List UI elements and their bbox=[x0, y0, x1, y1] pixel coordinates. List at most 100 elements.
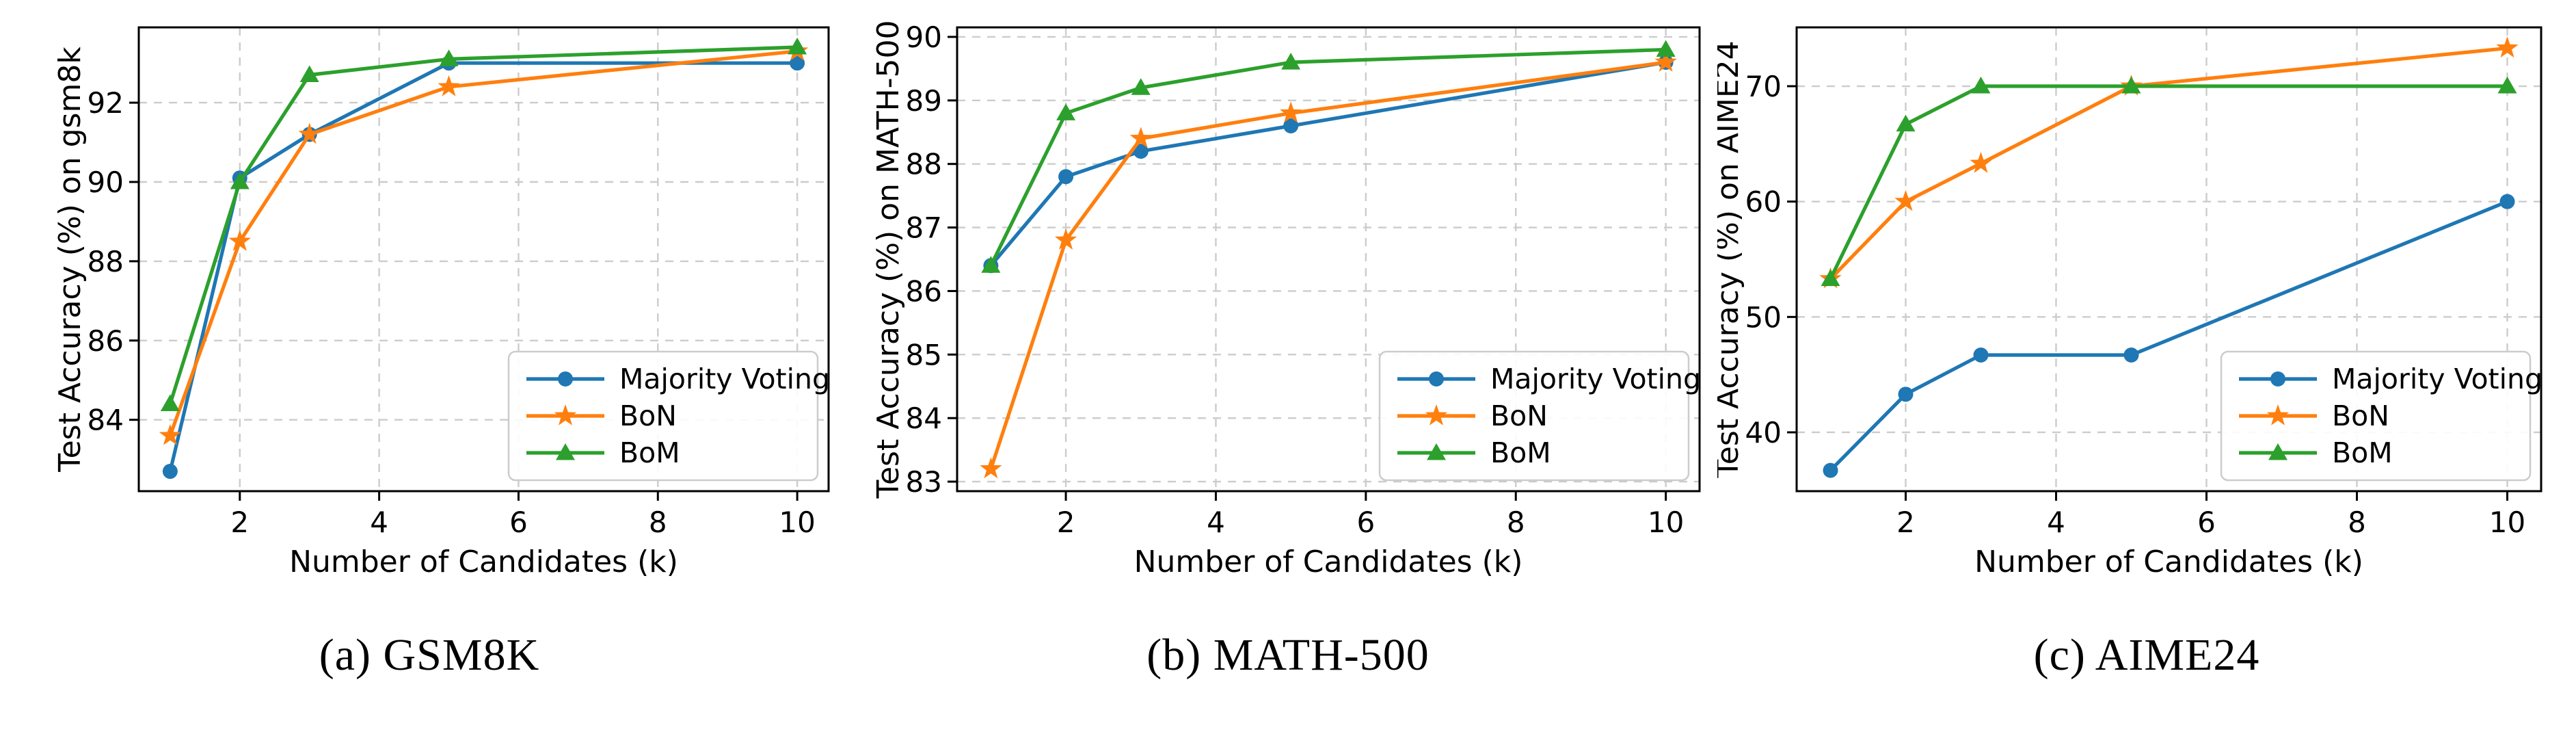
triangle-marker bbox=[556, 443, 575, 460]
legend-label: Majority Voting bbox=[2332, 363, 2543, 395]
y-tick-label: 84 bbox=[906, 402, 942, 435]
x-tick-label: 4 bbox=[1207, 506, 1225, 539]
series-bom bbox=[981, 40, 1676, 273]
y-tick-label: 60 bbox=[1745, 185, 1782, 219]
x-tick-label: 4 bbox=[2047, 506, 2065, 539]
star-marker bbox=[438, 75, 460, 96]
star-marker bbox=[1654, 51, 1677, 72]
legend-label: BoN bbox=[1490, 399, 1548, 432]
star-marker bbox=[1970, 152, 1992, 173]
triangle-marker bbox=[439, 49, 459, 66]
circle-marker bbox=[1133, 144, 1149, 159]
legend-label: BoM bbox=[2332, 436, 2393, 469]
tick-marks bbox=[129, 101, 799, 501]
legend-box bbox=[2220, 350, 2532, 482]
triangle-marker bbox=[2121, 77, 2141, 94]
x-tick-label: 8 bbox=[1507, 506, 1525, 539]
legend-label: Majority Voting bbox=[1490, 363, 1701, 395]
y-tick-label: 92 bbox=[88, 86, 124, 120]
circle-marker bbox=[1283, 118, 1299, 133]
star-marker bbox=[2266, 404, 2290, 425]
y-tick-label: 89 bbox=[906, 84, 942, 118]
y-tick-label: 70 bbox=[1745, 70, 1782, 103]
y-tick-label: 88 bbox=[88, 245, 124, 278]
legend-label: BoM bbox=[1490, 436, 1551, 469]
chart-aime24: 2 4 6 8 10 40 50 60 70 Number of Candidates (k) Te… bbox=[1717, 26, 2543, 579]
x-tick-label: 8 bbox=[649, 506, 667, 539]
star-marker bbox=[1054, 228, 1077, 250]
triangle-marker bbox=[1427, 443, 1446, 460]
circle-marker bbox=[2499, 194, 2515, 209]
x-tick-label: 2 bbox=[1896, 506, 1915, 539]
legend-label: BoN bbox=[619, 399, 677, 432]
triangle-marker bbox=[299, 65, 319, 83]
circle-marker bbox=[2270, 371, 2285, 386]
y-tick-label: 87 bbox=[906, 211, 942, 245]
caption-math500: (b) MATH-500 bbox=[1146, 630, 1430, 680]
x-tick-label: 6 bbox=[509, 506, 528, 539]
caption-gsm8k: (a) GSM8K bbox=[319, 630, 540, 680]
x-tick-label: 6 bbox=[1356, 506, 1375, 539]
x-axis-label: Number of Candidates (k) bbox=[1974, 545, 2363, 579]
circle-marker bbox=[1429, 371, 1444, 386]
series-bon bbox=[980, 51, 1677, 479]
x-tick-label: 2 bbox=[230, 506, 249, 539]
triangle-marker bbox=[1281, 53, 1301, 70]
axes-frame bbox=[137, 26, 830, 493]
legend: Majority Voting BoN BoM bbox=[2220, 350, 2543, 482]
y-tick-label: 84 bbox=[88, 404, 124, 437]
x-axis-label: Number of Candidates (k) bbox=[289, 545, 678, 579]
legend-box bbox=[1378, 350, 1690, 482]
series-bom bbox=[160, 37, 807, 412]
x-tick-label: 2 bbox=[1057, 506, 1075, 539]
legend-label: Majority Voting bbox=[619, 363, 830, 395]
circle-marker bbox=[790, 55, 805, 71]
triangle-marker bbox=[2497, 77, 2517, 94]
subfigure-aime24: 2 4 6 8 10 40 50 60 70 Number of Candidates (k) Te… bbox=[1717, 0, 2576, 747]
subfigure-gsm8k: 2 4 6 8 10 84 86 88 90 92 Number of Candidates (k)… bbox=[0, 0, 859, 747]
series-line bbox=[168, 45, 799, 406]
tick-marks bbox=[1787, 85, 2508, 501]
chart-math500: 2 4 6 8 10 83 84 85 86 87 88 89 90 Number of Candidat… bbox=[871, 21, 1701, 579]
legend: Majority Voting BoN BoM bbox=[507, 350, 830, 482]
legend-label: BoM bbox=[619, 436, 680, 469]
series-majority-voting bbox=[983, 55, 1674, 274]
tick-labels: 2 4 6 8 10 84 86 88 90 92 bbox=[88, 86, 816, 539]
series-bon bbox=[1819, 36, 2519, 289]
x-tick-label: 10 bbox=[779, 506, 815, 539]
axes-frame bbox=[1795, 26, 2543, 493]
x-axis-label: Number of Candidates (k) bbox=[1134, 545, 1523, 579]
y-tick-label: 90 bbox=[88, 166, 124, 199]
circle-marker bbox=[558, 371, 573, 386]
legend: Majority Voting BoN BoM bbox=[1378, 350, 1701, 482]
tick-marks bbox=[948, 36, 1667, 501]
star-marker bbox=[228, 229, 251, 251]
y-tick-label: 83 bbox=[906, 465, 942, 499]
triangle-marker bbox=[788, 37, 807, 55]
star-marker bbox=[1425, 404, 1448, 425]
y-tick-label: 85 bbox=[906, 338, 942, 371]
star-marker bbox=[298, 122, 321, 144]
tick-labels: 2 4 6 8 10 83 84 85 86 87 88 89 90 bbox=[906, 21, 1685, 539]
star-marker bbox=[1129, 127, 1152, 148]
axes-frame bbox=[956, 26, 1701, 493]
y-tick-label: 40 bbox=[1745, 416, 1782, 449]
star-marker bbox=[1894, 189, 1917, 211]
circle-marker bbox=[1973, 347, 1989, 363]
y-tick-label: 88 bbox=[906, 148, 942, 181]
star-marker bbox=[980, 457, 1002, 479]
y-tick-label: 50 bbox=[1745, 300, 1782, 334]
series-bom bbox=[1821, 77, 2517, 287]
y-axis-label: Test Accuracy (%) on AIME24 bbox=[1717, 40, 1745, 478]
x-tick-label: 10 bbox=[1648, 506, 1684, 539]
circle-marker bbox=[162, 464, 178, 480]
caption-aime24: (c) AIME24 bbox=[2033, 630, 2260, 680]
triangle-marker bbox=[230, 172, 250, 189]
series-line bbox=[1828, 84, 2510, 281]
x-tick-label: 8 bbox=[2348, 506, 2366, 539]
triangle-marker bbox=[981, 256, 1001, 273]
triangle-marker bbox=[1056, 103, 1076, 120]
triangle-marker bbox=[1896, 114, 1916, 132]
tick-labels: 2 4 6 8 10 40 50 60 70 bbox=[1745, 70, 2526, 539]
